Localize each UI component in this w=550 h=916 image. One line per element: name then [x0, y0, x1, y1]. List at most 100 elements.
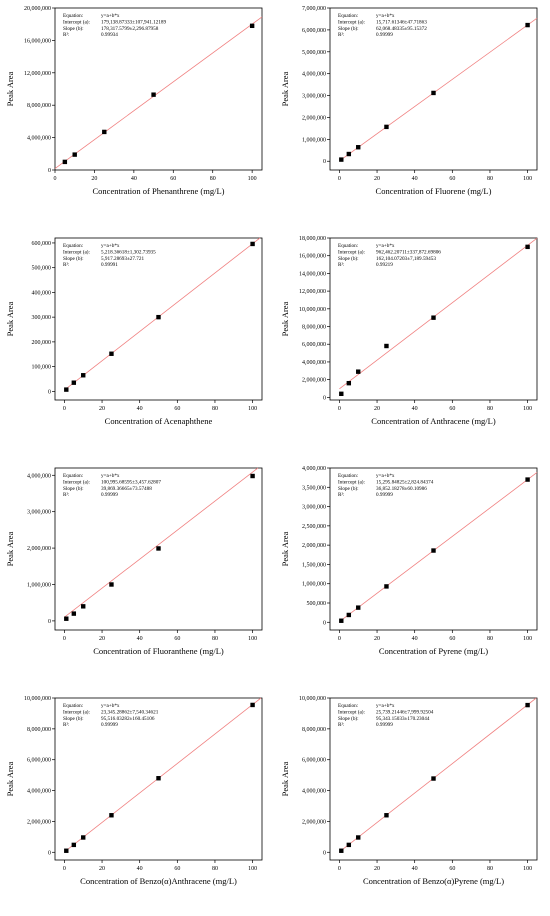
- chart-panel-8: 0 20 40 60 80 100 0 2,000,000 4,000,000 6,000,000…: [275, 690, 550, 916]
- stats-label: Slope (b):: [63, 485, 84, 492]
- stats-label: Equation:: [63, 243, 84, 249]
- x-axis-label: Concentration of Pyrene (mg/L): [379, 646, 488, 656]
- y-tick-label: 1,500,000: [302, 562, 326, 568]
- stats-value: 95,516.03282±160.45106: [101, 716, 155, 722]
- x-tick-label: 80: [212, 636, 218, 642]
- y-tick-label: 7,000,000: [302, 6, 326, 12]
- y-tick-label: 500,000: [32, 266, 52, 272]
- y-tick-label: 3,000,000: [302, 94, 326, 100]
- data-point: [346, 612, 352, 618]
- data-point: [62, 159, 68, 165]
- stats-value: y=a+b*x: [101, 473, 120, 479]
- y-tick-label: 0: [323, 395, 326, 401]
- y-tick-label: 4,000,000: [302, 72, 326, 78]
- y-axis-label: Peak Area: [280, 71, 290, 106]
- plot-frame: [54, 237, 263, 401]
- data-point: [71, 611, 77, 616]
- x-tick-label: 60: [174, 636, 180, 642]
- chart-panel-2: 0 20 40 60 80 100 0 1,000,000 2,000,000 3,000,000…: [275, 0, 550, 226]
- x-tick-label: 80: [212, 406, 218, 412]
- stats-value: 0.99999: [376, 32, 393, 38]
- y-tick-label: 5,000,000: [302, 50, 326, 56]
- y-tick-label: 2,000,000: [27, 546, 51, 552]
- x-tick-label: 40: [412, 176, 418, 182]
- stats-label: R²:: [338, 262, 345, 268]
- data-point: [525, 702, 530, 708]
- x-tick-label: 100: [523, 176, 532, 182]
- chart-panel-5: 0 20 40 60 80 100 0 1,000,000 2,000,000 3,000,000…: [0, 460, 275, 686]
- x-axis-label: Concentration of Fluorene (mg/L): [376, 186, 492, 196]
- data-point: [250, 473, 255, 479]
- stats-label: R²:: [63, 492, 70, 498]
- plot-frame: [329, 7, 538, 171]
- y-tick-label: 10,000,000: [299, 307, 326, 313]
- x-tick-label: 20: [99, 636, 105, 642]
- data-point: [64, 387, 69, 392]
- x-tick-label: 40: [137, 406, 143, 412]
- y-tick-label: 10,000,000: [24, 696, 51, 702]
- x-tick-label: 100: [248, 636, 257, 642]
- x-axis-label: Concentration of Benzo(α)Pyrene (mg/L): [363, 876, 504, 886]
- y-tick-label: 300,000: [32, 315, 52, 321]
- y-tick-label: 500,000: [307, 601, 327, 607]
- stats-label: Equation:: [63, 473, 84, 479]
- chart-panel-1: 0 20 40 60 80 100 0 4,000,000 8,000,000 12,000,00…: [0, 0, 275, 226]
- chart-svg: 0 20 40 60 80 100 0 1,000,000 2,000,000 3,000,000…: [5, 467, 263, 656]
- y-tick-label: 6,000,000: [27, 758, 51, 764]
- y-axis-label: Peak Area: [5, 531, 15, 566]
- y-tick-label: 0: [48, 619, 51, 625]
- fit-line: [64, 237, 261, 391]
- chart-svg: 0 20 40 60 80 100 0 100,000 200,000 300,000 400,00…: [5, 237, 263, 426]
- x-tick-label: 60: [449, 866, 455, 872]
- stats-value: 5,218.36618±1,302.73935: [101, 249, 156, 255]
- stats-value: 15,717.61346±47.71863: [376, 19, 427, 25]
- x-tick-label: 60: [449, 406, 455, 412]
- data-point: [356, 835, 361, 840]
- x-tick-label: 80: [210, 176, 216, 182]
- y-tick-label: 600,000: [32, 241, 52, 247]
- chart-panel-6: 0 20 40 60 80 100 0 500,000 1,000,000 1,500,000 2,…: [275, 460, 550, 686]
- stats-value: 0.99999: [376, 492, 393, 498]
- stats-label: Slope (b):: [338, 255, 359, 262]
- chart-panel-7: 0 20 40 60 80 100 0 2,000,000 4,000,000 6,000,000…: [0, 690, 275, 916]
- data-point: [431, 548, 436, 553]
- fit-line: [339, 17, 538, 162]
- fit-line: [54, 16, 263, 169]
- x-tick-label: 60: [174, 866, 180, 872]
- stats-value: 62,068.48335±95.15372: [376, 26, 427, 32]
- y-tick-label: 0: [323, 850, 326, 856]
- stats-value: 178,317.5799±2,296.87958: [101, 26, 159, 32]
- plot-frame: [54, 697, 263, 861]
- stats-value: y=a+b*x: [376, 703, 395, 709]
- stats-label: Intercept (a):: [338, 478, 365, 485]
- plot-frame: [54, 467, 263, 631]
- x-tick-label: 100: [523, 406, 532, 412]
- stats-label: Equation:: [338, 13, 359, 19]
- data-point: [151, 92, 156, 97]
- x-tick-label: 100: [248, 406, 257, 412]
- stats-label: Slope (b):: [63, 255, 84, 262]
- y-tick-label: 0: [48, 168, 51, 174]
- stats-value: y=a+b*x: [376, 243, 395, 249]
- x-tick-label: 20: [374, 176, 380, 182]
- y-tick-label: 2,000,000: [302, 378, 326, 384]
- y-tick-label: 16,000,000: [299, 254, 326, 260]
- data-point: [339, 391, 344, 397]
- stats-label: Equation:: [338, 243, 359, 249]
- stats-label: Intercept (a):: [63, 478, 90, 485]
- y-axis-label: Peak Area: [5, 71, 15, 106]
- data-point: [109, 813, 114, 818]
- x-tick-label: 40: [131, 176, 137, 182]
- stats-label: Slope (b):: [338, 485, 359, 492]
- data-point: [71, 842, 77, 848]
- data-point: [71, 380, 77, 385]
- x-tick-label: 40: [137, 636, 143, 642]
- stats-value: 0.99999: [101, 722, 118, 728]
- x-tick-label: 40: [412, 406, 418, 412]
- stats-label: R²:: [338, 722, 345, 728]
- x-axis-label: Concentration of Anthracene (mg/L): [371, 416, 496, 426]
- stats-label: R²:: [338, 492, 345, 498]
- data-point: [109, 351, 114, 356]
- stats-label: Intercept (a):: [63, 708, 90, 715]
- x-tick-label: 40: [412, 866, 418, 872]
